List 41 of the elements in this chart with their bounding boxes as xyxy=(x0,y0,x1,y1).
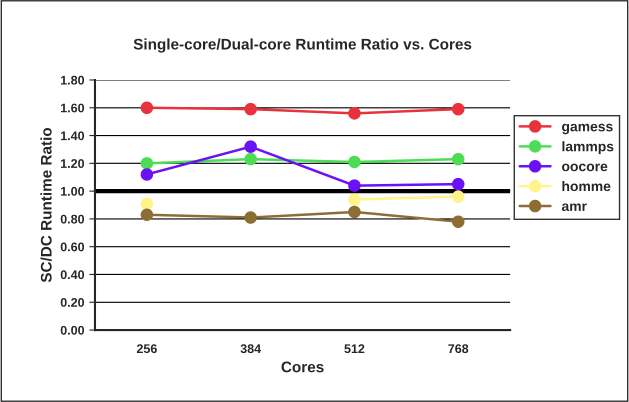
legend-label: homme xyxy=(562,180,610,192)
y-tick-label: 0.40 xyxy=(60,270,84,280)
point xyxy=(452,190,464,203)
y-axis-title: SC/DC Runtime Ratio xyxy=(40,128,52,282)
x-tick-label: 512 xyxy=(344,344,364,354)
point xyxy=(140,208,154,221)
point xyxy=(244,211,257,224)
legend-label: oocore xyxy=(562,164,608,172)
y-tick-label: 1.80 xyxy=(61,76,84,85)
point xyxy=(348,206,361,218)
point xyxy=(140,168,154,181)
point xyxy=(452,152,464,166)
point xyxy=(452,215,464,228)
y-tick-label: 1.60 xyxy=(61,104,84,112)
y-tick-label: 0.20 xyxy=(60,298,84,307)
point xyxy=(140,157,154,170)
y-tick-label: 1.20 xyxy=(61,159,84,168)
y-tick-label: 0.60 xyxy=(60,242,84,252)
point xyxy=(244,140,257,153)
point xyxy=(452,102,464,116)
y-tick-label: 1.00 xyxy=(61,186,84,196)
point xyxy=(244,152,257,166)
point xyxy=(452,178,464,190)
x-tick-label: 768 xyxy=(448,344,468,354)
legend-label: amr xyxy=(562,203,587,212)
legend-label: gamess xyxy=(562,124,613,134)
point xyxy=(244,102,257,116)
point xyxy=(348,156,361,168)
x-tick-label: 384 xyxy=(240,344,262,354)
y-tick-label: 0.00 xyxy=(60,326,84,335)
x-axis-title: Cores xyxy=(282,362,324,372)
point xyxy=(140,102,154,114)
point xyxy=(140,197,154,210)
point xyxy=(348,107,361,120)
chart-title: Single-core/Dual-core Runtime Ratio vs. Cores xyxy=(134,38,472,53)
y-tick-label: 1.40 xyxy=(61,131,84,140)
point xyxy=(348,193,361,206)
point xyxy=(348,179,361,192)
x-tick-label: 256 xyxy=(136,344,157,354)
legend-label: lammps xyxy=(562,141,614,154)
y-tick-label: 0.80 xyxy=(60,214,84,224)
